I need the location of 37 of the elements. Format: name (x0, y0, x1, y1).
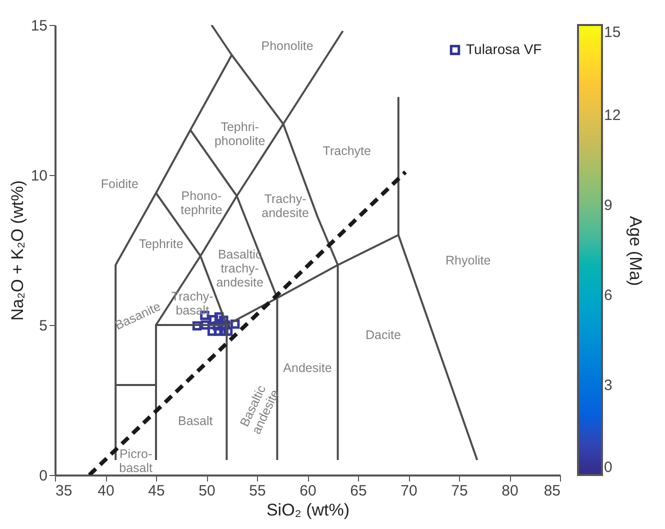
x-tick-label: 85 (544, 482, 560, 500)
x-tick-label: 45 (148, 482, 165, 500)
annotation: Rhyolite (446, 254, 491, 268)
annotation: Trachyte (322, 144, 372, 158)
annotation: Foidite (100, 177, 138, 191)
y-tick-label: 15 (30, 18, 48, 34)
color-bar-label: 0 (604, 459, 612, 476)
y-tick-label: 0 (39, 468, 48, 484)
color-bar-label: 12 (604, 107, 621, 124)
color-bar-label: 9 (604, 197, 612, 214)
x-tick-label: 70 (400, 482, 418, 500)
annotation: Tephrite (138, 237, 184, 251)
annotation: Phono- tephrite (180, 189, 222, 217)
annotation: Tephri- phonolite (214, 120, 266, 148)
legend-label: Tularosa VF (466, 41, 542, 57)
y-axis-title: Na₂O + K₂O (wt%) (8, 180, 27, 321)
annotation: Picro- basalt (119, 447, 154, 475)
annotation: Andesite (283, 360, 332, 375)
x-axis-title: SiO₂ (wt%) (266, 500, 350, 520)
annotation: Phonolite (261, 39, 314, 53)
color-bar-title: Age (Ma) (626, 216, 645, 286)
x-tick-label: 80 (502, 482, 518, 500)
x-tick-label: 50 (198, 482, 216, 500)
x-tick-label: 75 (451, 482, 468, 500)
color-bar-label: 6 (604, 287, 612, 304)
x-tick-label: 60 (300, 482, 316, 500)
x-tick-label: 65 (350, 482, 367, 500)
annotation: Trachy- andesite (262, 192, 309, 220)
x-tick-label: 40 (98, 482, 114, 500)
color-bar-label: 15 (604, 24, 621, 41)
annotation: Basalt (178, 414, 214, 428)
annotation: Dacite (366, 328, 402, 342)
y-tick-label: 10 (30, 168, 48, 184)
x-tick-label: 55 (249, 482, 266, 500)
color-bar-label: 3 (604, 377, 612, 394)
x-tick-label: 35 (56, 482, 72, 500)
y-tick-label: 5 (39, 318, 48, 334)
